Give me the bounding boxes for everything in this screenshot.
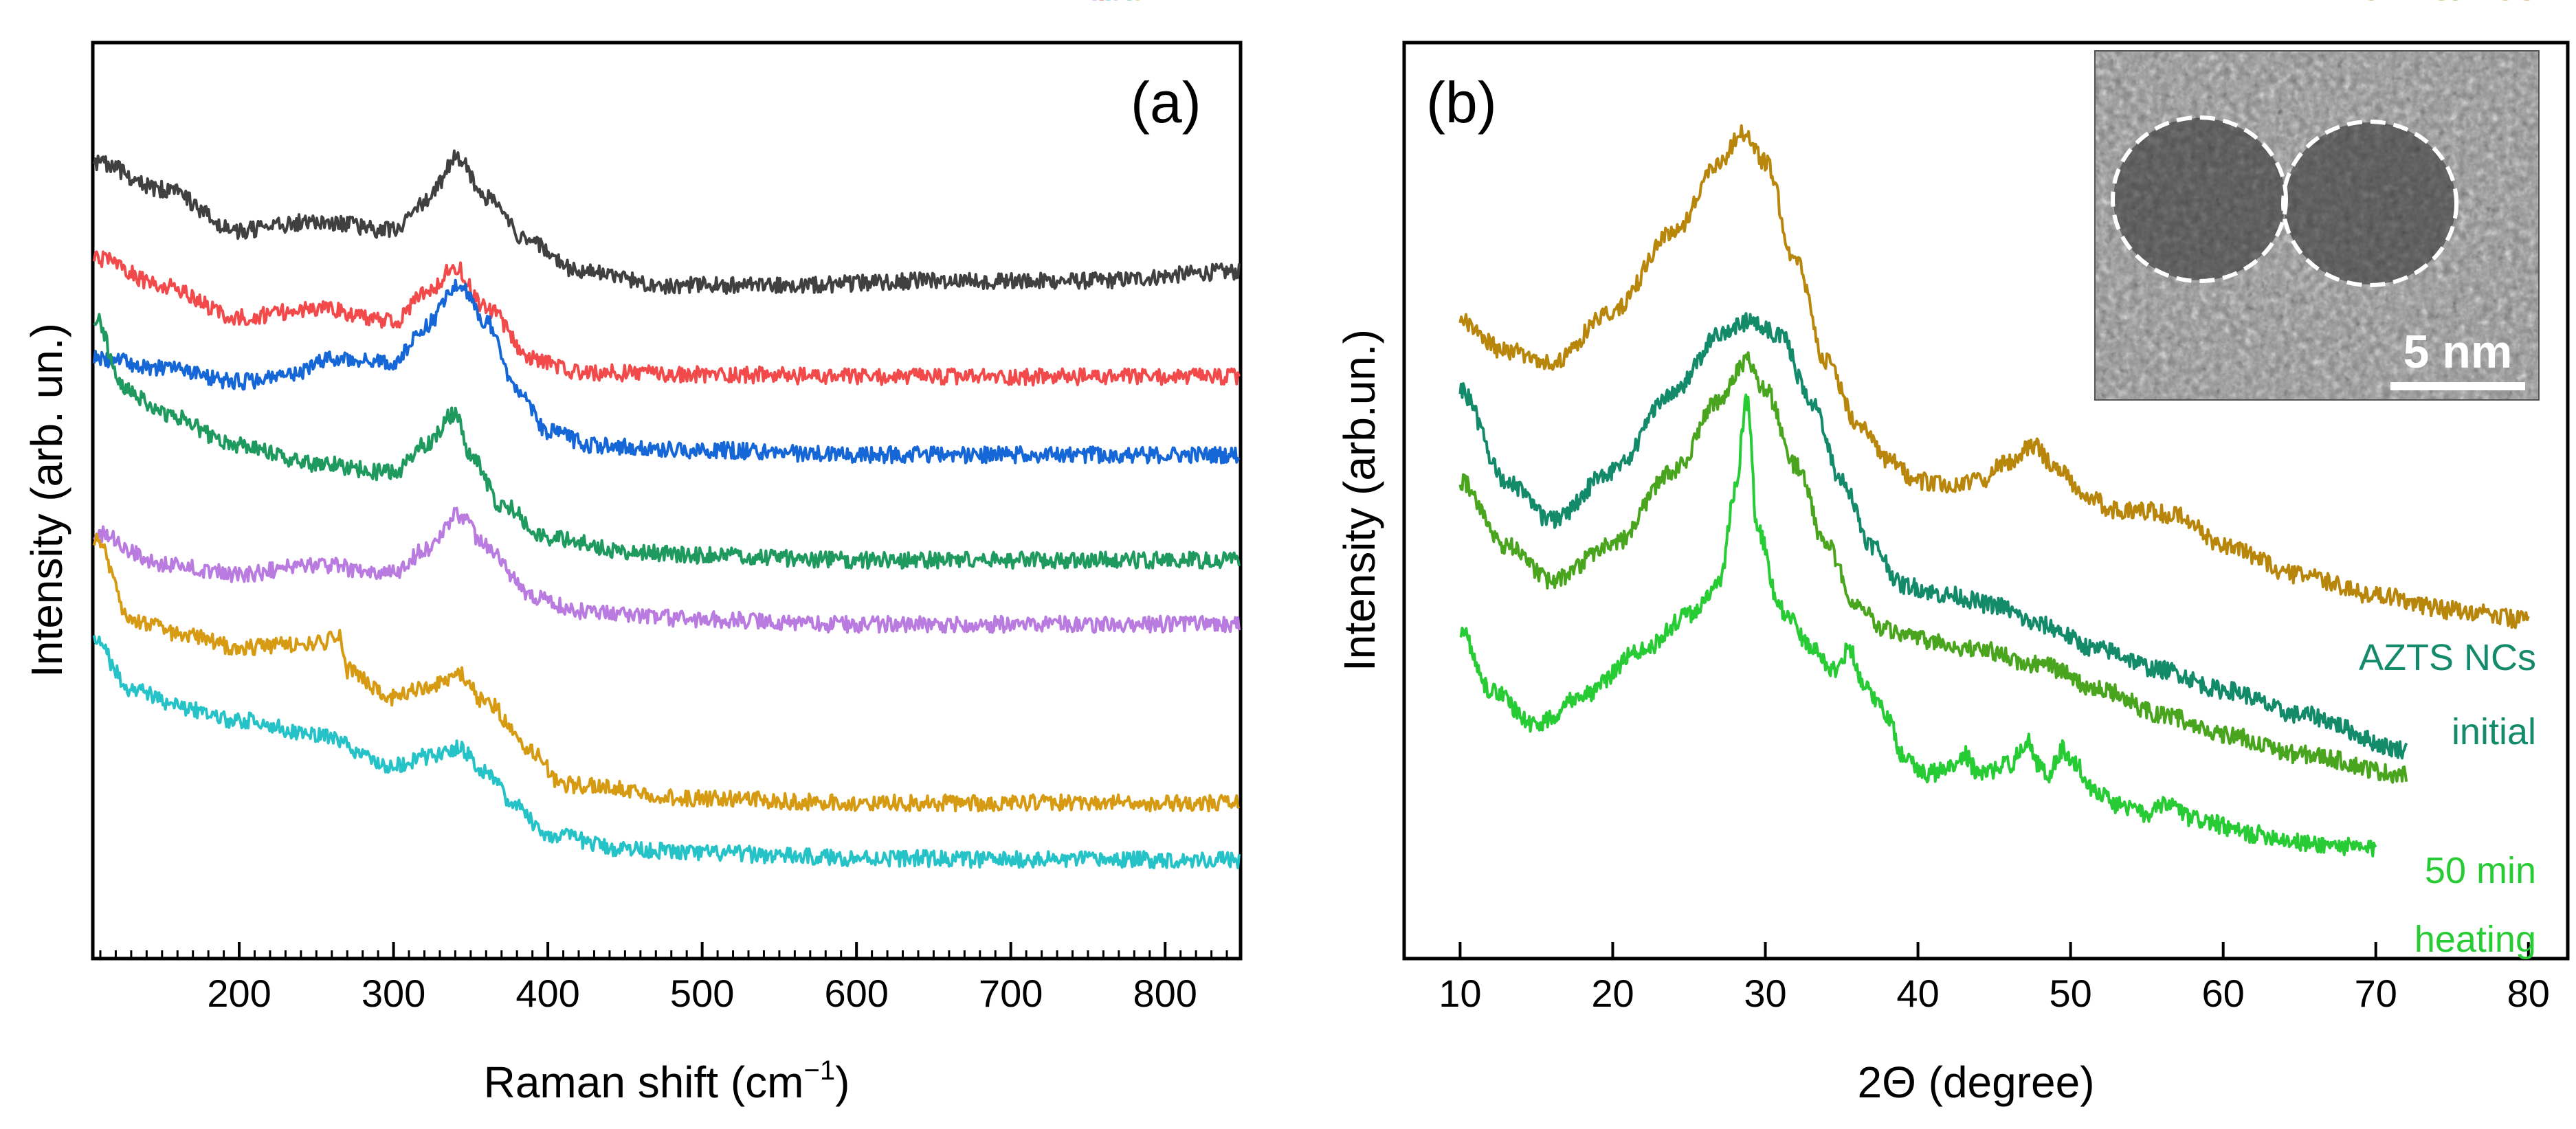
- panel-b-chart: 10 20 30 40 50 60 70 80 CZTS NCs AZTS NCs initial…: [1335, 0, 2570, 1107]
- x-tick-label: 300: [362, 972, 425, 1015]
- series-label: 0 min: [1091, 0, 1182, 8]
- series-line-3: [93, 278, 1241, 465]
- x-tick-label: 80: [2507, 972, 2550, 1015]
- series-label: 30 min: [1085, 0, 1196, 8]
- series-line-3: [1458, 351, 2408, 784]
- panel-b-series: [1458, 124, 2530, 858]
- panel-a-label: (a): [1131, 70, 1201, 135]
- nanocrystal-left-outline: [2111, 115, 2288, 283]
- nanocrystal-right-outline: [2281, 120, 2458, 287]
- panel-a-x-axis-label: Raman shift (cm−1): [484, 1055, 850, 1107]
- panel-a-x-ticks: 200 300 400 500 600 700 800: [99, 942, 1228, 1015]
- x-tick-label: 500: [670, 972, 734, 1015]
- series-label: 40 min: [1107, 0, 1218, 8]
- series-label: 50 min: [1098, 0, 1210, 8]
- panel-b-y-axis-label: Intensity (arb.un.): [1335, 329, 1384, 671]
- panel-a-frame: [91, 41, 1243, 961]
- x-tick-label: 200: [207, 972, 271, 1015]
- series-label: AZTS NCs: [2359, 637, 2536, 678]
- panel-a-series: [93, 149, 1241, 869]
- x-tick-label: 400: [515, 972, 579, 1015]
- panel-b-x-axis-label: 2Θ (degree): [1857, 1058, 2094, 1107]
- series-line-2: [93, 250, 1241, 387]
- series-label: CZTS NCs: [2357, 0, 2536, 8]
- panel-b-frame: [1402, 41, 2570, 961]
- series-line-1: [93, 149, 1241, 295]
- series-label: heating: [2414, 919, 2536, 960]
- tem-inset-border: [2094, 50, 2540, 401]
- series-line-4: [93, 313, 1241, 570]
- series-line-7: [93, 635, 1241, 869]
- series-label: 12 min: [1093, 0, 1204, 8]
- series-line-5: [93, 506, 1241, 634]
- series-line-6: [93, 533, 1241, 813]
- series-label: 5 min: [1091, 0, 1182, 8]
- x-tick-label: 30: [1744, 972, 1786, 1015]
- scale-bar: [2390, 382, 2525, 390]
- x-tick-label: 60: [2202, 972, 2245, 1015]
- x-tick-label: 70: [2355, 972, 2397, 1015]
- scale-bar-label: 5 nm: [2403, 326, 2513, 378]
- series-label: 20 min: [1098, 0, 1210, 8]
- x-tick-label: 20: [1591, 972, 1634, 1015]
- tem-inset: 5 nm: [2095, 51, 2539, 400]
- panel-a-series-labels: 0 min5 min12 min20 min30 min40 min50 min: [1085, 0, 1218, 8]
- panel-b-series-labels: CZTS NCs AZTS NCs initial 5 min 50 min heatin…: [2357, 0, 2536, 960]
- series-label: 50 min: [2425, 850, 2536, 891]
- nanocrystal-right: [2284, 122, 2456, 284]
- series-line-4: [1459, 393, 2377, 858]
- x-tick-label: 700: [979, 972, 1043, 1015]
- x-tick-label: 40: [1896, 972, 1939, 1015]
- x-tick-label: 600: [824, 972, 888, 1015]
- x-tick-label: 800: [1133, 972, 1197, 1015]
- panel-b-label: (b): [1426, 70, 1497, 135]
- series-label: 5 min: [2445, 0, 2536, 8]
- series-label: initial: [2452, 711, 2536, 752]
- x-tick-label: 10: [1439, 972, 1481, 1015]
- x-tick-label: 50: [2049, 972, 2091, 1015]
- panel-a-y-axis-label: Intensity (arb. un.): [22, 323, 71, 678]
- series-line-1: [1458, 124, 2530, 629]
- series-line-2: [1458, 312, 2408, 760]
- panel-b-x-ticks: 10 20 30 40 50 60 70 80: [1439, 942, 2550, 1015]
- nanocrystal-left: [2113, 118, 2285, 280]
